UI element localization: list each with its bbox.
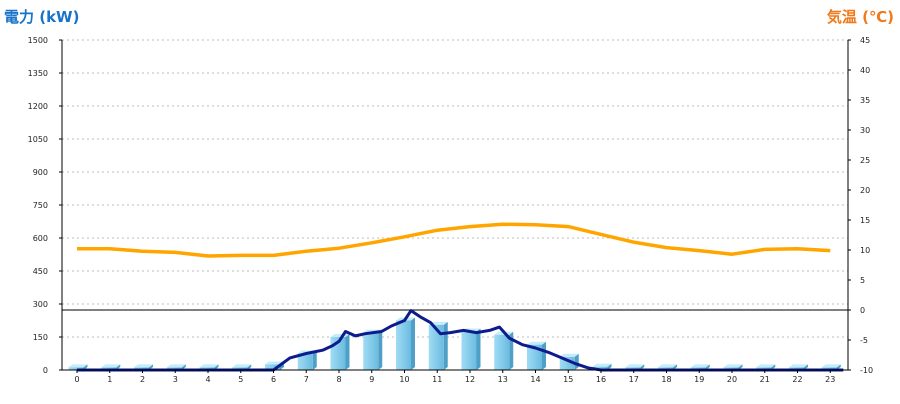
line-series (77, 222, 844, 372)
x-tick-label: 11 (432, 375, 442, 384)
x-tick-label: 22 (792, 375, 802, 384)
x-tick-label: 5 (238, 375, 243, 384)
left-axis-title: 電力 (kW) (4, 8, 79, 26)
bar-top (232, 364, 252, 368)
bar-top (625, 364, 645, 368)
left-tick-label: 1350 (28, 69, 48, 78)
bar-face (461, 331, 477, 370)
bar-top (789, 364, 808, 368)
right-tick-label: -10 (860, 366, 873, 375)
left-tick-label: 750 (33, 201, 48, 210)
bar-top (68, 364, 88, 368)
bar-face (527, 344, 542, 370)
x-tick-label: 9 (369, 375, 374, 384)
right-tick-label: 15 (860, 216, 870, 225)
bar-face (494, 334, 510, 370)
right-tick-label: 20 (860, 186, 870, 195)
bar-face (396, 320, 411, 370)
right-tick-label: 30 (860, 126, 870, 135)
x-tick-label: 17 (629, 375, 639, 384)
x-tick-label: 23 (825, 375, 835, 384)
bar-face (265, 364, 280, 370)
bar-face (428, 324, 444, 370)
bar-side (378, 329, 383, 370)
bar (363, 329, 383, 370)
right-axis-title: 気温 (℃) (827, 8, 894, 26)
bar-top (821, 364, 841, 368)
x-tick-label: 7 (304, 375, 309, 384)
x-tick-label: 20 (727, 375, 737, 384)
bar (527, 341, 546, 370)
x-tick-label: 3 (173, 375, 178, 384)
left-tick-label: 450 (33, 267, 48, 276)
left-tick-label: 1050 (28, 135, 48, 144)
x-tick-label: 8 (336, 375, 341, 384)
left-tick-label: 0 (43, 366, 48, 375)
bar-side (312, 350, 317, 370)
left-tick-label: 900 (33, 168, 48, 177)
x-tick-label: 0 (74, 375, 79, 384)
bar-top (592, 363, 612, 367)
bar-top (166, 364, 186, 368)
bar-side (443, 321, 448, 370)
bar-top (101, 364, 121, 368)
x-tick-label: 2 (140, 375, 145, 384)
bar-top (199, 364, 219, 368)
right-tick-label: 35 (860, 96, 870, 105)
right-tick-label: 0 (860, 306, 865, 315)
bar-face (297, 353, 313, 370)
right-tick-label: -5 (860, 336, 868, 345)
right-tick-label: 5 (860, 276, 865, 285)
bar-side (509, 331, 514, 370)
right-tick-label: 25 (860, 156, 870, 165)
x-tick-label: 21 (760, 375, 770, 384)
bar-face (363, 332, 379, 370)
x-tick-label: 13 (498, 375, 508, 384)
bar-series (68, 317, 841, 370)
x-tick-label: 15 (563, 375, 573, 384)
left-tick-label: 1200 (28, 102, 48, 111)
left-tick-label: 300 (33, 300, 48, 309)
bar-top (690, 364, 710, 368)
bar (461, 328, 481, 370)
bar-top (559, 353, 579, 357)
bar (396, 317, 415, 370)
bar-side (607, 363, 612, 370)
axes: 01503004506007509001050120013501500-10-5… (28, 36, 873, 384)
right-tick-label: 10 (860, 246, 870, 255)
bar-side (476, 328, 481, 370)
bar-face (68, 367, 84, 370)
bar-top (265, 361, 284, 365)
right-tick-label: 45 (860, 36, 870, 45)
x-tick-label: 19 (694, 375, 704, 384)
bar-top (134, 364, 153, 368)
x-tick-label: 18 (661, 375, 671, 384)
x-tick-label: 14 (530, 375, 540, 384)
bar-top (756, 364, 776, 368)
left-tick-label: 600 (33, 234, 48, 243)
bar-top (658, 364, 677, 368)
temperature-line (77, 222, 831, 258)
bar-top (723, 364, 743, 368)
grid (62, 39, 848, 338)
left-tick-label: 1500 (28, 36, 48, 45)
bar-side (542, 341, 546, 370)
x-tick-label: 6 (271, 375, 276, 384)
x-tick-label: 4 (205, 375, 210, 384)
x-tick-label: 1 (107, 375, 112, 384)
x-tick-label: 12 (465, 375, 475, 384)
bar-side (411, 317, 415, 370)
left-tick-label: 150 (33, 333, 48, 342)
right-tick-label: 40 (860, 66, 870, 75)
bar-side (345, 334, 350, 370)
x-tick-label: 16 (596, 375, 606, 384)
power-line (77, 309, 844, 372)
x-tick-label: 10 (399, 375, 409, 384)
bar-top (527, 341, 546, 345)
